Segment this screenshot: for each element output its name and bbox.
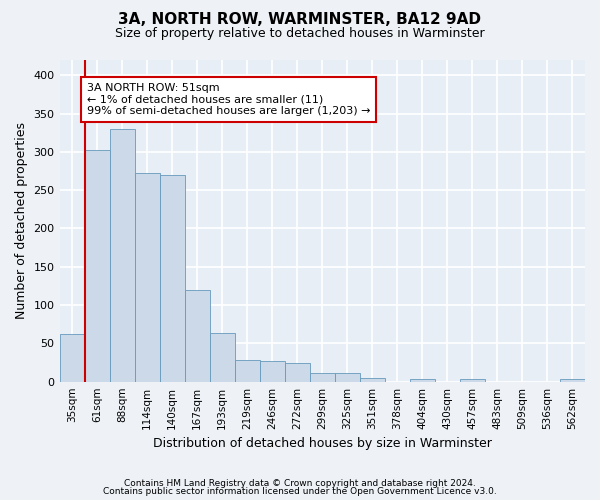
Text: Contains public sector information licensed under the Open Government Licence v3: Contains public sector information licen… <box>103 487 497 496</box>
Bar <box>360 378 385 382</box>
Bar <box>310 374 335 382</box>
Y-axis label: Number of detached properties: Number of detached properties <box>15 122 28 320</box>
Bar <box>260 361 285 382</box>
Bar <box>85 150 110 382</box>
X-axis label: Distribution of detached houses by size in Warminster: Distribution of detached houses by size … <box>153 437 492 450</box>
Bar <box>110 129 134 382</box>
Bar <box>460 380 485 382</box>
Bar <box>335 374 360 382</box>
Bar <box>285 364 310 382</box>
Bar <box>160 175 185 382</box>
Bar <box>560 380 585 382</box>
Text: 3A, NORTH ROW, WARMINSTER, BA12 9AD: 3A, NORTH ROW, WARMINSTER, BA12 9AD <box>119 12 482 28</box>
Bar <box>59 334 85 382</box>
Bar <box>209 334 235 382</box>
Bar <box>134 174 160 382</box>
Text: Size of property relative to detached houses in Warminster: Size of property relative to detached ho… <box>115 28 485 40</box>
Text: 3A NORTH ROW: 51sqm
← 1% of detached houses are smaller (11)
99% of semi-detache: 3A NORTH ROW: 51sqm ← 1% of detached hou… <box>86 83 370 116</box>
Bar <box>185 290 209 382</box>
Bar <box>410 378 435 382</box>
Bar <box>235 360 260 382</box>
Text: Contains HM Land Registry data © Crown copyright and database right 2024.: Contains HM Land Registry data © Crown c… <box>124 478 476 488</box>
